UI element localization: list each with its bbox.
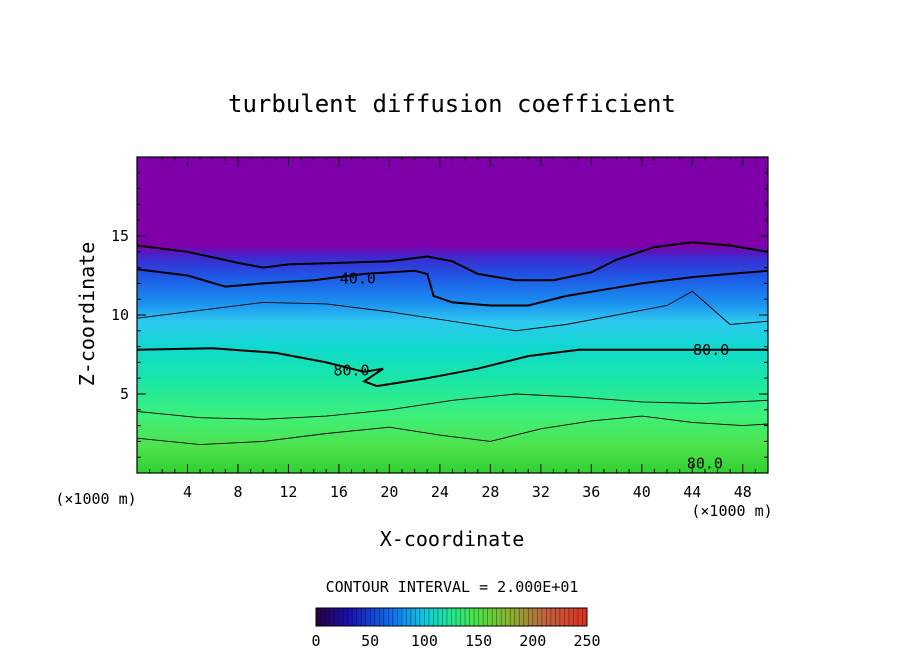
x-tick-label: 16 — [330, 483, 348, 501]
x-unit-left: (×1000 m) — [55, 490, 136, 508]
x-tick-label: 36 — [582, 483, 600, 501]
colorbar: 0 50 100 150 200 250 — [311, 607, 601, 650]
x-tick-label: 20 — [380, 483, 398, 501]
contour-label: 80.0 — [687, 455, 723, 473]
contour-line-120-5 — [137, 415, 768, 446]
x-tick-label: 8 — [233, 483, 242, 501]
x-tick-label: 40 — [633, 483, 651, 501]
contour-interval-text: CONTOUR INTERVAL = 2.000E+01 — [326, 578, 579, 596]
y-axis: 5 10 15 — [111, 172, 768, 458]
contour-line-60-2 — [137, 290, 768, 332]
x-tick-label: 32 — [532, 483, 550, 501]
colorbar-tick-label: 50 — [361, 632, 379, 650]
x-tick-label: 28 — [481, 483, 499, 501]
contour-line-20-0 — [137, 241, 768, 282]
contour-lines — [137, 241, 768, 446]
contour-line-100-4 — [137, 393, 768, 420]
colorbar-tick-label: 0 — [311, 632, 320, 650]
x-tick-label: 24 — [431, 483, 449, 501]
x-tick-label: 12 — [279, 483, 297, 501]
x-tick-label: 4 — [183, 483, 192, 501]
contour-line-80-3 — [137, 347, 768, 388]
y-tick-label: 5 — [120, 385, 129, 403]
colorbar-tick-label: 150 — [465, 632, 492, 650]
contour-labels: 40.0 80.0 80.0 80.0 — [333, 270, 729, 473]
y-tick-label: 15 — [111, 227, 129, 245]
colorbar-tick-label: 100 — [411, 632, 438, 650]
x-tick-label: 44 — [683, 483, 701, 501]
x-axis-label: X-coordinate — [380, 527, 525, 551]
contour-label: 80.0 — [693, 341, 729, 359]
y-axis-label: Z-coordinate — [75, 242, 99, 387]
x-axis: 4 8 12 16 20 24 28 32 36 40 44 48 — [149, 157, 756, 501]
contour-line-40-1 — [137, 268, 768, 307]
x-unit-right: (×1000 m) — [691, 502, 772, 520]
contour-label: 80.0 — [333, 361, 369, 379]
diffusion-field — [137, 157, 768, 473]
contour-label: 40.0 — [340, 270, 376, 288]
colorbar-ticks: 0 50 100 150 200 250 — [311, 632, 600, 650]
colorbar-tick-label: 200 — [519, 632, 546, 650]
y-tick-label: 10 — [111, 306, 129, 324]
chart-title: turbulent diffusion coefficient — [228, 90, 676, 118]
colorbar-tick-label: 250 — [573, 632, 600, 650]
x-tick-label: 48 — [734, 483, 752, 501]
colorbar-stripes — [320, 608, 583, 626]
plot-area: 40.080.080.080.0 4 8 12 16 20 24 28 32 36 40 44 48 … — [111, 156, 769, 501]
